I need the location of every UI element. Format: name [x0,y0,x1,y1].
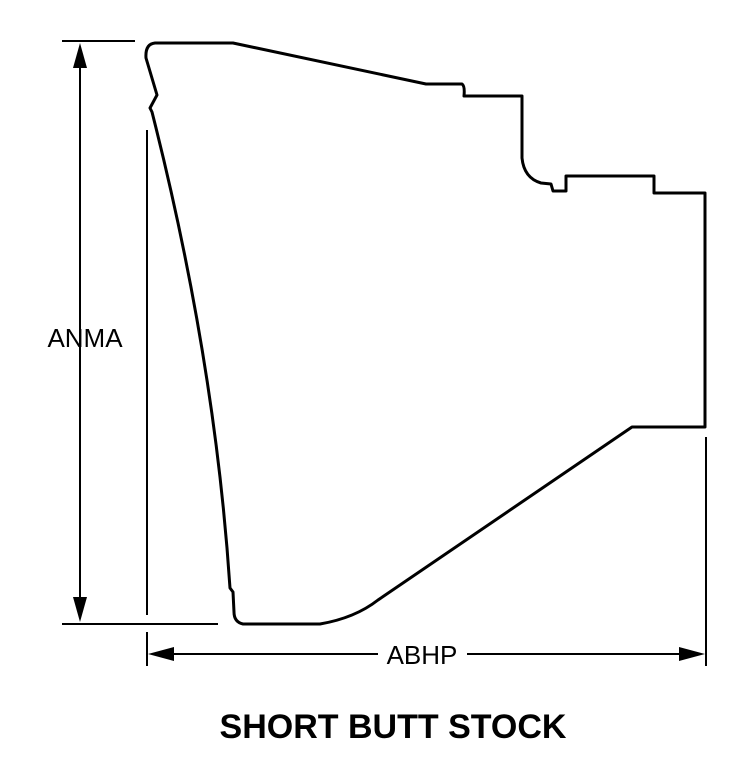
dimension-lines [62,40,707,666]
arrow-up-icon [73,43,87,68]
arrow-down-icon [73,597,87,622]
diagram-title: SHORT BUTT STOCK [220,708,567,746]
arrow-left-icon [148,647,174,661]
width-dimension-label: ABHP [387,640,458,670]
butt-stock-outline [144,41,707,626]
arrow-right-icon [679,647,705,661]
height-dimension-label: ANMA [47,323,123,353]
dimension-arrows [73,43,705,661]
